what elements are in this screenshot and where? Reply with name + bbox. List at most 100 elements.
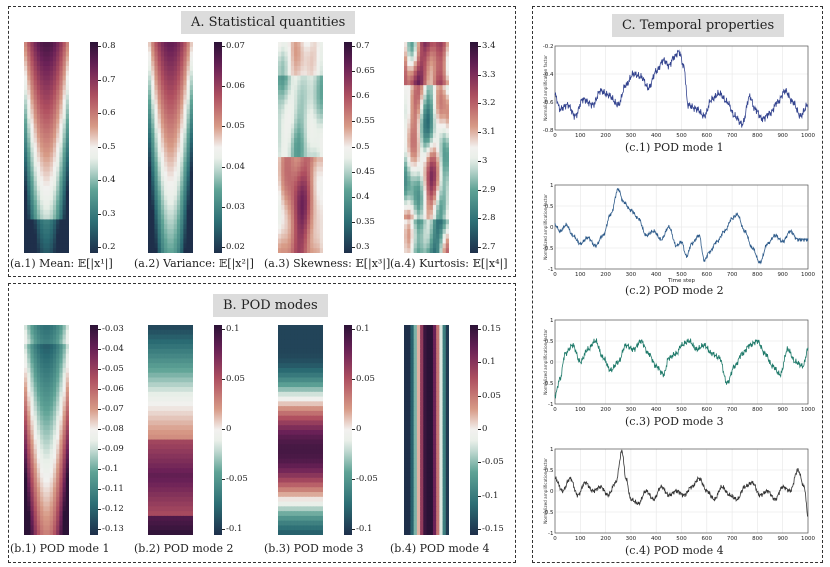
stat-4-colorbar-tickmark [478,46,481,47]
plot-4-ylabel: Normalized amplification factor [543,458,548,524]
plot-2-xtick-label: 900 [777,272,788,278]
plot-3-xtick-label: 200 [600,407,611,413]
plot-1-xtick-label: 300 [626,133,637,139]
mode-caption-3: (b.3) POD mode 3 [264,542,364,555]
mode-3-colorbar-tick-label: 0.05 [356,374,375,384]
mode-3-colorbar-tick-label: 0.1 [356,324,370,334]
mode-3-colorbar-tickmark [352,529,355,530]
plot-1-xtick-label: 0 [553,133,557,139]
temporal-plot-1: 0 100 200 300 400 500 600 700 800 900 1000 -0.2 -0.4… [543,44,816,139]
mode-2-colorbar-tickmark [222,479,225,480]
stat-3-colorbar-tick-label: 0.55 [356,116,375,127]
stat-3-colorbar [344,42,352,253]
stat-1-colorbar-tick-label: 0.2 [102,242,116,252]
stat-4-colorbar-tickmark [478,160,481,162]
stat-1-colorbar-tick-label: 0.8 [102,41,116,51]
plot-4-ytick-label: 1 [550,447,554,453]
panel-c-title: C. Temporal properties [612,14,785,37]
stat-2-colorbar-tickmark [222,46,225,47]
stat-1-colorbar-tickmark [98,180,101,181]
plot-1-series-line [554,49,809,128]
mode-4-colorbar [470,325,478,535]
stat-1-colorbar-tick-label: 0.7 [102,74,116,85]
mode-1-colorbar-tick-label: -0.09 [102,444,124,454]
plot-3-ytick-label: 1 [550,318,554,324]
mode-4-colorbar-tickmark [478,462,481,464]
stat-3-colorbar-tick-label: 0.6 [356,91,370,102]
stat-4-colorbar-tick-label: 2.7 [482,242,496,252]
stat-1-colorbar-tick-label: 0.3 [102,208,116,219]
stat-1-colorbar [90,42,98,253]
stat-3-colorbar-tick-label: 0.7 [356,41,370,51]
plot-2-ytick-label: -1 [548,267,553,273]
temporal-plot-3: 0 100 200 300 400 500 600 700 800 900 1000 1 0.5 0 -0.… [543,318,816,413]
stat-3-colorbar-tickmark [352,46,355,47]
plot-1-ytick-label: -0.2 [543,44,554,50]
mode-1-colorbar-tick-label: -0.03 [102,324,124,334]
stat-caption-1: (a.1) Mean: 𝔼[|x¹|] [10,257,113,270]
mode-3-colorbar-tick-label: -0.1 [356,524,373,534]
stat-3-colorbar-tickmark [352,71,355,73]
mode-1-colorbar-tickmark [98,509,101,510]
mode-1-colorbar-tick-label: -0.08 [102,424,124,434]
mode-1-colorbar-tickmark [98,409,101,410]
stat-4-colorbar-tickmark [478,247,481,248]
stat-1-colorbar-tickmark [98,146,101,148]
plot-4-caption: (c.4) POD mode 4 [625,544,724,557]
plot-1-xtick-label: 800 [752,133,763,139]
plot-1-xtick-label: 100 [575,133,586,139]
mode-3-colorbar-tick-label: 0 [356,424,362,434]
mode-2-colorbar-tick-label: 0.05 [226,374,245,384]
plot-1-xtick-label: 1000 [801,133,815,139]
stat-3-colorbar-tick-label: 0.35 [356,216,375,227]
mode-caption-1: (b.1) POD mode 1 [10,542,110,555]
mode-4-colorbar-tick-label: 0.1 [482,357,496,368]
mode-4-colorbar-tickmark [478,429,481,430]
stat-1-colorbar-tick-label: 0.5 [102,141,116,152]
plot-4-xtick-label: 500 [676,536,687,542]
stat-2-colorbar-tickmark [222,247,225,248]
plot-1-xtick-label: 500 [676,133,687,139]
plot-2-xtick-label: 300 [626,272,637,278]
plot-3-series-line [554,338,809,399]
stat-1-colorbar-tickmark [98,46,101,47]
stat-3-colorbar-tick-label: 0.65 [356,66,375,77]
plot-4-xtick-label: 1000 [801,536,815,542]
plot-4-frame [554,448,809,534]
plot-2-series-line [554,187,809,265]
plot-4-xtick-label: 300 [626,536,637,542]
plot-4-xtick-label: 900 [777,536,788,542]
plot-2-xtick-label: 500 [676,272,687,278]
plot-2-ylabel: Normalized amplification factor [543,194,548,260]
plot-2-ytick-label: 0 [550,225,554,231]
stat-4-colorbar-tick-label: 3 [482,155,488,166]
stat-2-colorbar-tick-label: 0.07 [226,41,245,51]
stat-4-colorbar-tick-label: 3.3 [482,69,496,80]
plot-1-ytick-label: -0.6 [543,100,554,106]
plot-3-ytick-label: -0.5 [543,381,554,387]
panel-a-title: A. Statistical quantities [181,11,356,34]
plot-1-xtick-label: 600 [702,133,713,139]
stat-3-colorbar-tickmark [352,121,355,123]
plot-2-xtick-label: 600 [702,272,713,278]
mode-4-colorbar-tick-label: 0.05 [482,390,501,401]
plot-2-xlabel: Time step [667,278,696,284]
mode-1-colorbar [90,325,98,535]
plot-2-xtick-label: 800 [752,272,763,278]
plot-2-xtick-label: 0 [553,272,557,278]
plot-2-ytick-label: 0.5 [545,204,554,210]
stat-4-colorbar-tick-label: 2.8 [482,213,496,224]
stat-field-2 [148,42,193,253]
stat-2-colorbar-tick-label: 0.05 [226,121,245,132]
mode-2-colorbar-tick-label: 0.1 [226,324,240,334]
stat-4-colorbar-tick-label: 3.2 [482,98,496,109]
mode-field-2 [148,325,193,535]
plot-2-caption: (c.2) POD mode 2 [625,284,724,297]
mode-2-colorbar-tickmark [222,429,225,430]
temporal-plot-4: 0 100 200 300 400 500 600 700 800 900 1000 1 0.5 0 -0.… [543,447,816,542]
plot-4-xtick-label: 0 [553,536,557,542]
stat-3-colorbar-tick-label: 0.5 [356,141,370,152]
mode-1-colorbar-tick-label: -0.04 [102,344,124,354]
stat-caption-3: (a.3) Skewness: 𝔼[|x³|] [264,257,391,270]
stat-4-colorbar-tickmark [478,218,481,220]
